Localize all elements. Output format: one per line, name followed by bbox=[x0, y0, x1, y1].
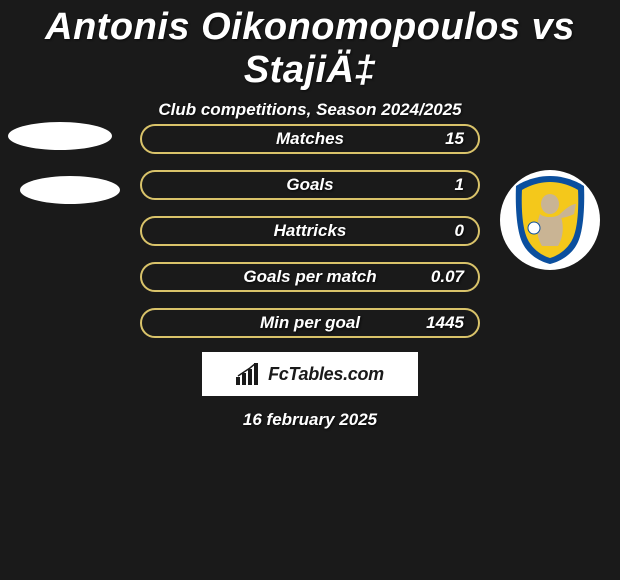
stat-row: Hattricks 0 bbox=[140, 216, 480, 246]
stat-value: 1 bbox=[455, 175, 464, 195]
stat-label: Min per goal bbox=[260, 313, 360, 333]
stat-label: Goals per match bbox=[243, 267, 376, 287]
stat-value: 15 bbox=[445, 129, 464, 149]
brand-box: FcTables.com bbox=[202, 352, 418, 396]
stat-label: Hattricks bbox=[274, 221, 347, 241]
page-subtitle: Club competitions, Season 2024/2025 bbox=[0, 100, 620, 120]
brand-text: FcTables.com bbox=[268, 364, 384, 385]
panetolikos-crest-icon bbox=[512, 174, 588, 266]
stat-value: 0.07 bbox=[431, 267, 464, 287]
date-label: 16 february 2025 bbox=[243, 410, 377, 430]
club-badge-right bbox=[500, 170, 600, 270]
stat-value: 1445 bbox=[426, 313, 464, 333]
stat-row: Matches 15 bbox=[140, 124, 480, 154]
avatar-placeholder-left-1 bbox=[8, 122, 112, 150]
stat-label: Goals bbox=[286, 175, 333, 195]
stat-row: Goals 1 bbox=[140, 170, 480, 200]
bar-chart-icon bbox=[236, 363, 262, 385]
page-title: Antonis Oikonomopoulos vs StajiÄ‡ bbox=[0, 0, 620, 92]
stats-table: Matches 15 Goals 1 Hattricks 0 Goals per… bbox=[140, 124, 480, 354]
stat-row: Min per goal 1445 bbox=[140, 308, 480, 338]
stat-row: Goals per match 0.07 bbox=[140, 262, 480, 292]
stat-value: 0 bbox=[455, 221, 464, 241]
stat-label: Matches bbox=[276, 129, 344, 149]
avatar-placeholder-left-2 bbox=[20, 176, 120, 204]
